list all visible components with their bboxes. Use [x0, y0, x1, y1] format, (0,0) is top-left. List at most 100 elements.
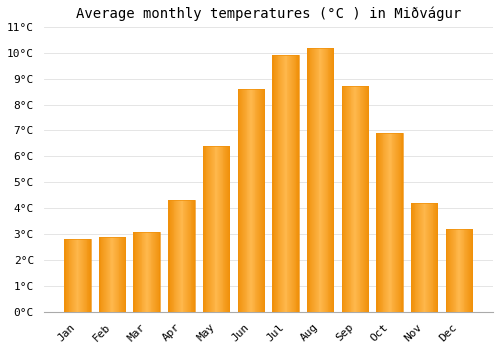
Bar	[84, 239, 85, 312]
Bar	[398, 133, 400, 312]
Bar	[80, 239, 81, 312]
Bar	[345, 86, 346, 312]
Bar	[280, 55, 281, 312]
Bar	[241, 89, 242, 312]
Bar	[243, 89, 244, 312]
Bar	[398, 133, 399, 312]
Bar	[346, 86, 347, 312]
Bar	[113, 237, 114, 312]
Bar	[349, 86, 350, 312]
Bar	[471, 229, 472, 312]
Bar	[260, 89, 261, 312]
Bar	[389, 133, 390, 312]
Bar	[204, 146, 230, 312]
Bar	[356, 86, 357, 312]
Bar	[413, 203, 414, 312]
Bar	[400, 133, 402, 312]
Bar	[65, 239, 66, 312]
Bar	[123, 237, 124, 312]
Bar	[90, 239, 91, 312]
Bar	[262, 89, 264, 312]
Bar	[169, 201, 170, 312]
Bar	[315, 48, 316, 312]
Bar	[88, 239, 90, 312]
Bar	[73, 239, 74, 312]
Bar	[208, 146, 209, 312]
Bar	[146, 232, 147, 312]
Bar	[258, 89, 259, 312]
Bar	[429, 203, 430, 312]
Bar	[278, 55, 280, 312]
Bar	[250, 89, 251, 312]
Bar	[174, 201, 176, 312]
Bar	[107, 237, 108, 312]
Bar	[246, 89, 248, 312]
Bar	[251, 89, 252, 312]
Bar	[317, 48, 318, 312]
Bar	[454, 229, 456, 312]
Bar	[308, 48, 310, 312]
Bar	[448, 229, 450, 312]
Bar	[392, 133, 394, 312]
Bar	[82, 239, 83, 312]
Bar	[323, 48, 324, 312]
Bar	[272, 55, 273, 312]
Bar	[136, 232, 137, 312]
Bar	[395, 133, 396, 312]
Bar	[222, 146, 224, 312]
Bar	[155, 232, 156, 312]
Bar	[326, 48, 328, 312]
Bar	[298, 55, 299, 312]
Bar	[355, 86, 356, 312]
Bar	[256, 89, 258, 312]
Bar	[74, 239, 75, 312]
Bar	[450, 229, 451, 312]
Bar	[148, 232, 150, 312]
Bar	[449, 229, 450, 312]
Bar	[118, 237, 120, 312]
Bar	[192, 201, 194, 312]
Bar	[158, 232, 160, 312]
Bar	[86, 239, 88, 312]
Bar	[285, 55, 286, 312]
Bar	[140, 232, 141, 312]
Bar	[122, 237, 123, 312]
Bar	[274, 55, 275, 312]
Bar	[75, 239, 76, 312]
Bar	[102, 237, 104, 312]
Bar	[462, 229, 463, 312]
Bar	[212, 146, 214, 312]
Bar	[84, 239, 86, 312]
Bar	[412, 203, 438, 312]
Bar	[108, 237, 110, 312]
Bar	[184, 201, 186, 312]
Bar	[325, 48, 326, 312]
Bar	[180, 201, 182, 312]
Bar	[259, 89, 260, 312]
Title: Average monthly temperatures (°C ) in Miðvágur: Average monthly temperatures (°C ) in Mi…	[76, 7, 461, 21]
Bar	[168, 201, 169, 312]
Bar	[210, 146, 211, 312]
Bar	[358, 86, 360, 312]
Bar	[388, 133, 389, 312]
Bar	[464, 229, 466, 312]
Bar	[67, 239, 68, 312]
Bar	[190, 201, 192, 312]
Bar	[446, 229, 472, 312]
Bar	[387, 133, 388, 312]
Bar	[381, 133, 382, 312]
Bar	[157, 232, 158, 312]
Bar	[238, 89, 240, 312]
Bar	[153, 232, 154, 312]
Bar	[386, 133, 387, 312]
Bar	[78, 239, 80, 312]
Bar	[110, 237, 112, 312]
Bar	[177, 201, 178, 312]
Bar	[453, 229, 454, 312]
Bar	[145, 232, 146, 312]
Bar	[422, 203, 424, 312]
Bar	[253, 89, 254, 312]
Bar	[134, 232, 136, 312]
Bar	[116, 237, 117, 312]
Bar	[322, 48, 323, 312]
